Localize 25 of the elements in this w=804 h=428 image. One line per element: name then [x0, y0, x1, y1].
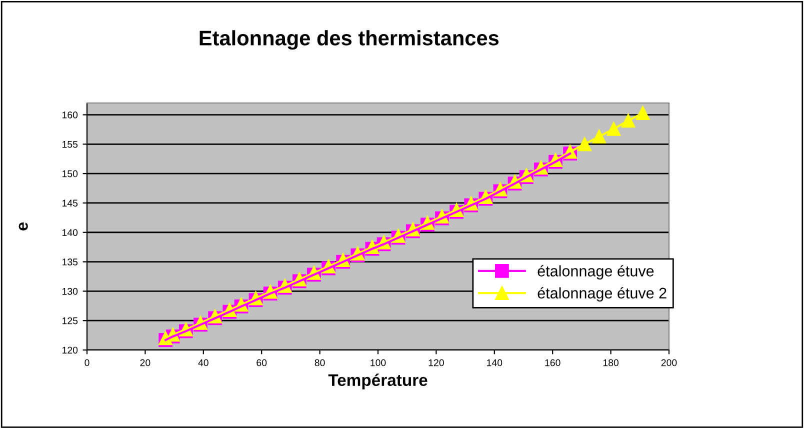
x-tick-label: 200	[661, 359, 677, 366]
y-axis-title: e	[18, 222, 28, 230]
y-tick-label: 135	[62, 258, 78, 266]
legend-label: étalonnage étuve	[538, 265, 654, 280]
legend-label: étalonnage étuve 2	[538, 287, 666, 302]
y-tick-label: 125	[62, 317, 78, 324]
y-tick-label: 155	[62, 141, 78, 148]
x-tick-label: 180	[603, 359, 619, 366]
x-tick-label: 20	[140, 359, 150, 366]
x-tick-label: 60	[256, 359, 267, 366]
x-tick-label: 160	[545, 359, 560, 366]
y-tick-label: 160	[62, 111, 78, 118]
y-tick-label: 140	[62, 229, 78, 236]
x-tick-label: 40	[198, 359, 208, 366]
x-tick-label: 100	[370, 359, 386, 366]
chart-title: Etalonnage des thermistances	[200, 30, 499, 50]
y-tick-label: 120	[62, 346, 78, 354]
x-tick-label: 0	[84, 359, 90, 366]
y-tick-label: 145	[62, 200, 78, 207]
x-tick-label: 120	[428, 359, 444, 366]
x-tick-label: 140	[487, 359, 502, 366]
y-tick-label: 130	[62, 288, 78, 295]
y-tick-label: 150	[62, 170, 78, 178]
x-axis-title: Température	[328, 374, 428, 390]
x-tick-label: 80	[314, 359, 325, 366]
